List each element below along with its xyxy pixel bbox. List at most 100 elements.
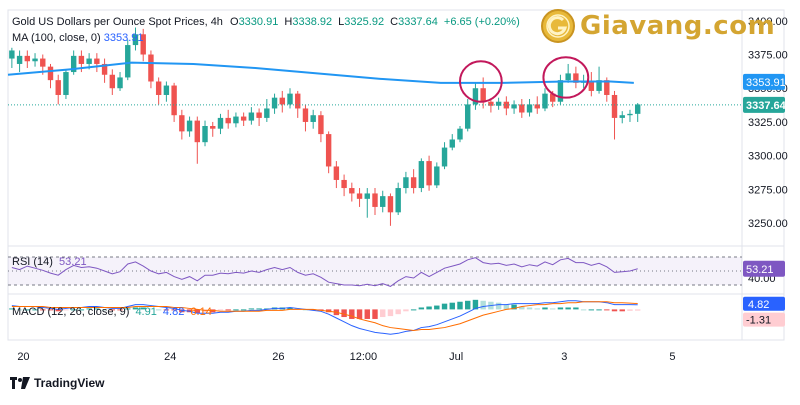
candle-body xyxy=(287,93,293,105)
price-tick-label: 3375.00 xyxy=(748,50,788,62)
candle-body xyxy=(155,81,162,95)
ma-label: MA (100, close, 0) xyxy=(12,32,101,44)
rsi-header[interactable]: RSI (14) 53.21 xyxy=(12,256,87,268)
candle-body xyxy=(225,117,231,124)
candle-body xyxy=(109,74,116,89)
macd-histogram-bar xyxy=(441,303,448,310)
candle-body xyxy=(78,55,85,64)
candle-body xyxy=(495,101,502,106)
candle-body xyxy=(588,81,595,91)
macd-histogram-bar xyxy=(86,308,92,310)
time-tick-label: 24 xyxy=(164,351,176,363)
macd-histogram-bar xyxy=(611,309,618,312)
macd-value: 4.82 xyxy=(162,306,185,318)
rsi-value-label: 53.21 xyxy=(746,264,774,276)
macd-histogram-bar xyxy=(40,309,46,311)
macd-histogram-bar xyxy=(542,307,548,310)
macd-histogram-bar xyxy=(588,309,595,311)
candle-body xyxy=(457,128,463,140)
candle-body xyxy=(387,196,394,213)
macd-histogram-bar xyxy=(16,309,23,311)
macd-histogram-bar xyxy=(472,299,479,310)
macd-histogram-bar xyxy=(63,309,69,311)
candle-body xyxy=(596,80,602,91)
high-label: H xyxy=(284,16,293,28)
candle-body xyxy=(210,126,216,129)
symbol-title[interactable]: Gold US Dollars per Ounce Spot Prices, 4… xyxy=(12,16,223,28)
chart-frame xyxy=(7,9,785,341)
candle-body xyxy=(403,177,409,189)
macd-histogram-bar xyxy=(240,309,247,311)
macd-histogram-bar xyxy=(627,309,633,311)
rsi-line xyxy=(11,257,638,287)
macd-label: MACD (12, 26, close, 9) xyxy=(12,306,130,318)
macd-histogram-bar xyxy=(9,308,15,310)
candle-body xyxy=(465,104,471,129)
tradingview-label: TradingView xyxy=(34,376,105,390)
candle-body xyxy=(132,34,139,46)
macd-histogram-bar xyxy=(47,309,54,311)
candle-body xyxy=(140,34,146,55)
macd-histogram-bar xyxy=(117,309,123,311)
giavang-coin-icon xyxy=(541,9,575,43)
close-label: C xyxy=(390,16,399,28)
macd-histogram-bar xyxy=(457,301,463,310)
macd-histogram-bar xyxy=(526,307,533,310)
candle-body xyxy=(302,108,309,122)
candle-body xyxy=(472,88,479,105)
candle-body xyxy=(248,112,255,121)
giavang-logo-text: Giavang.com xyxy=(580,11,776,41)
giavang-logo: Giavang.com xyxy=(540,8,775,44)
macd-hist-value: 4.91 xyxy=(135,306,157,318)
macd-histogram-bar xyxy=(372,309,378,319)
candle-body xyxy=(364,193,370,199)
rsi-band xyxy=(8,257,742,285)
candle-body xyxy=(333,166,340,180)
candle-body xyxy=(395,188,401,213)
macd-histogram-bar xyxy=(55,309,61,312)
macd-histogram-bar xyxy=(94,308,100,310)
candle-body xyxy=(380,196,386,207)
annotation-circle xyxy=(542,56,590,99)
candle-body xyxy=(434,166,440,186)
macd-histogram-bar xyxy=(511,304,517,310)
macd-histogram-bar xyxy=(194,309,200,314)
candle-body xyxy=(418,161,425,189)
time-tick-label: 12:00 xyxy=(350,351,378,363)
candle-body xyxy=(349,188,355,194)
annotation-circle xyxy=(458,60,503,103)
macd-histogram-bar xyxy=(495,302,502,310)
rsi-label: RSI (14) xyxy=(12,256,53,268)
candle-body xyxy=(410,177,417,189)
ma-header[interactable]: MA (100, close, 0) 3353.91 xyxy=(12,32,143,44)
candle-body xyxy=(511,104,517,109)
macd-header[interactable]: MACD (12, 26, close, 9) 4.91 4.82 6.14 xyxy=(12,306,212,318)
ma-line xyxy=(7,61,634,84)
open-label: O xyxy=(230,16,239,28)
price-tick-label: 3300.00 xyxy=(748,151,788,163)
macd-hist-label: -1.31 xyxy=(746,315,771,327)
macd-histogram-bar xyxy=(395,309,401,315)
macd-histogram-bar xyxy=(364,309,370,319)
macd-histogram-bar xyxy=(580,309,587,311)
candle-body xyxy=(573,73,579,83)
tradingview-branding[interactable]: TradingView xyxy=(10,376,104,390)
candle-body xyxy=(557,80,564,102)
candle-body xyxy=(426,161,432,186)
macd-histogram-bar xyxy=(410,309,417,311)
macd-histogram-bar xyxy=(550,308,556,310)
candle-body xyxy=(9,50,15,59)
macd-histogram-bar xyxy=(287,307,293,310)
change-value: +6.65 (+0.20%) xyxy=(443,16,520,28)
candle-body xyxy=(480,88,486,102)
macd-histogram-bar xyxy=(171,309,177,311)
candle-body xyxy=(372,193,378,207)
macd-histogram-bar xyxy=(403,309,409,312)
macd-histogram-bar xyxy=(341,309,347,318)
candle-body xyxy=(264,108,270,118)
candle-body xyxy=(24,55,31,62)
macd-value-label: 4.82 xyxy=(748,299,769,311)
macd-histogram-bar xyxy=(596,309,602,311)
candle-body xyxy=(55,80,61,95)
